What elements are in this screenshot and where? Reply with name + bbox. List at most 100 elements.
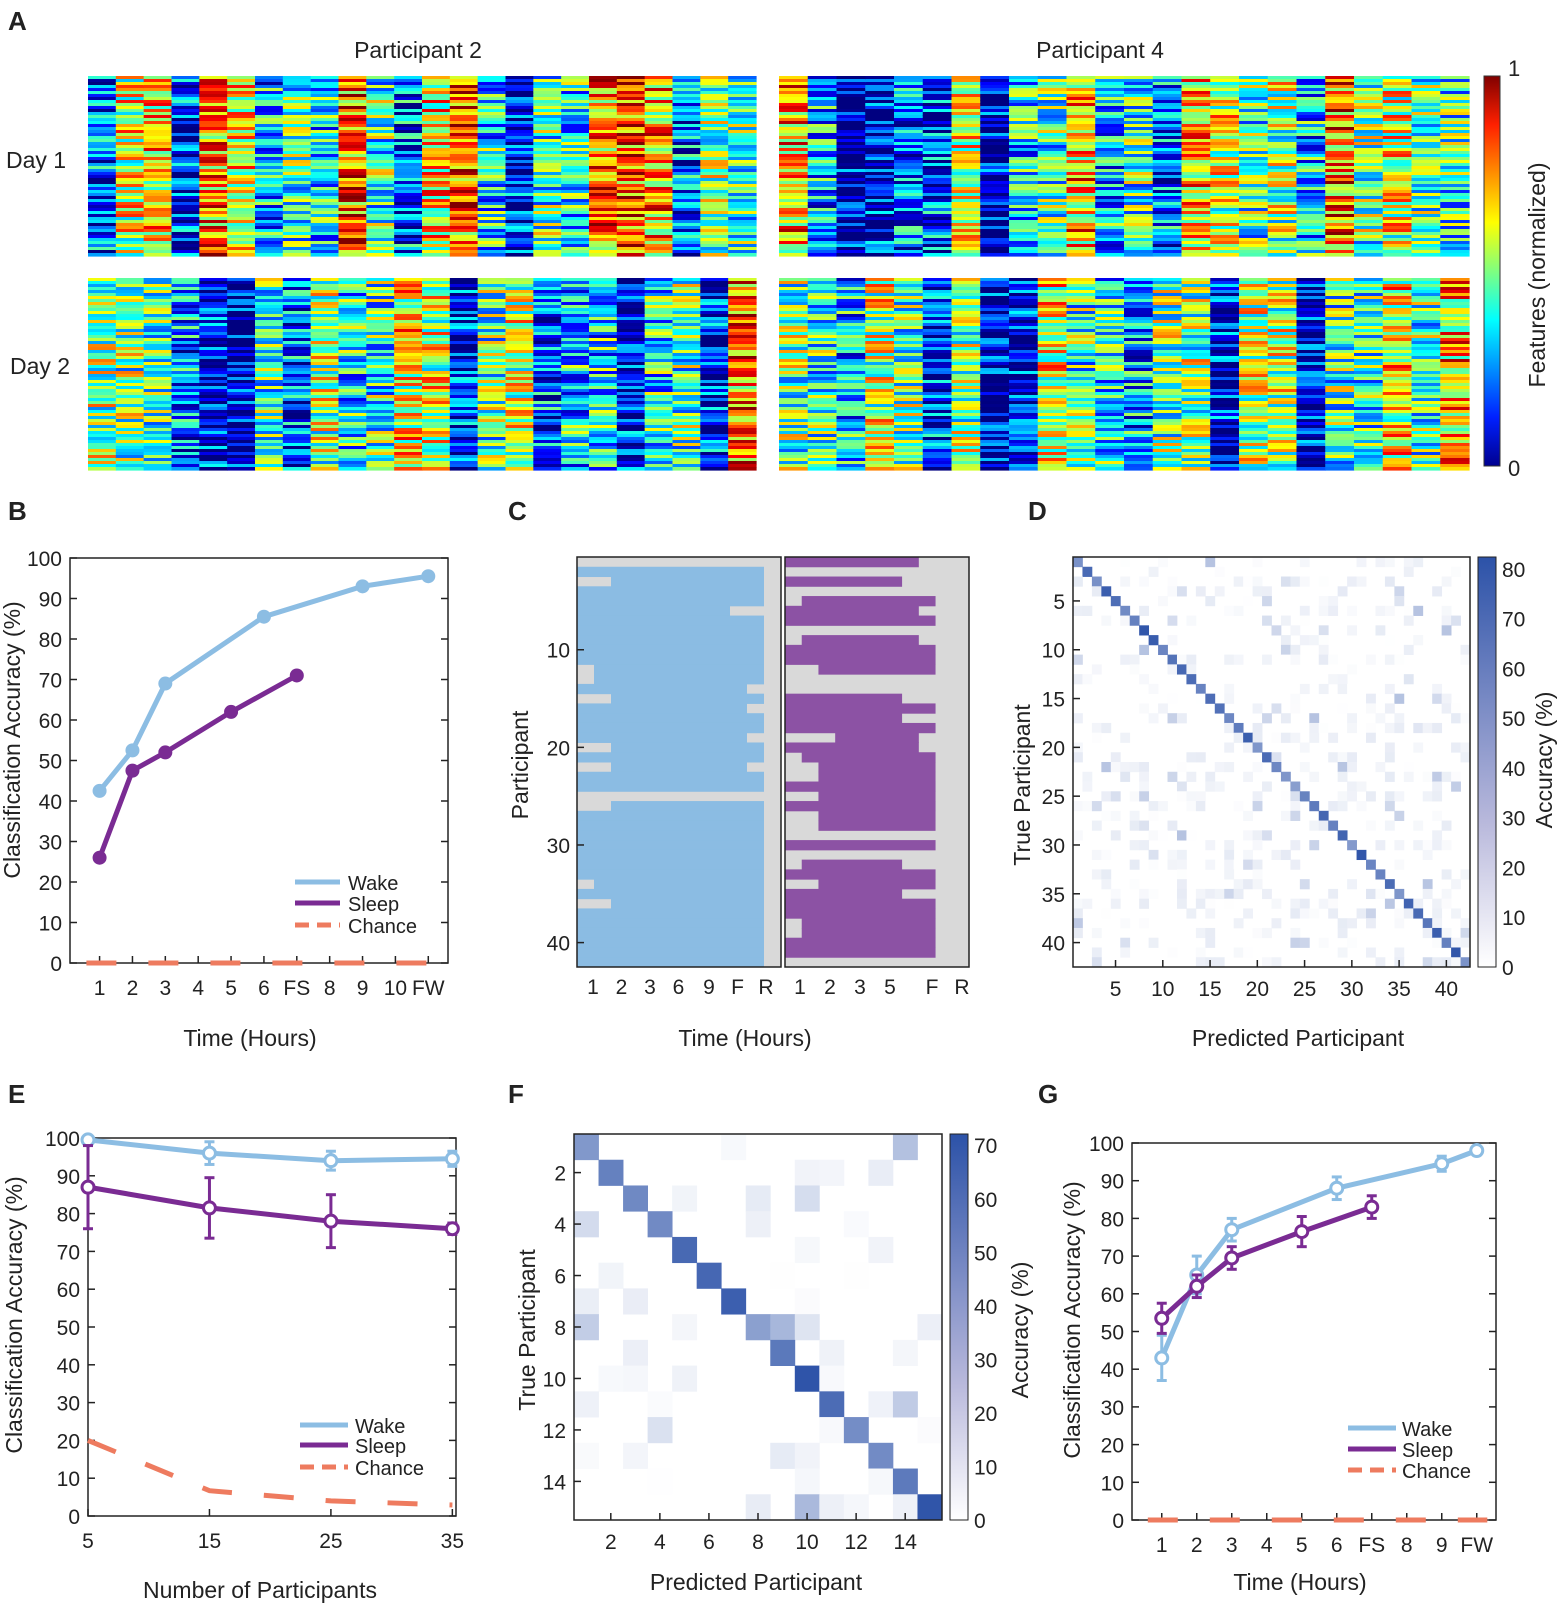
- heatmap-cell: [589, 94, 618, 98]
- heatmap-cell: [1325, 103, 1355, 107]
- heatmap-cell: [672, 244, 701, 248]
- heatmap-cell: [227, 425, 256, 429]
- heatmap-cell: [449, 151, 479, 155]
- heatmap-cell: [1009, 88, 1039, 92]
- heatmap-cell: [951, 196, 981, 200]
- heatmap-cell: [980, 437, 1010, 441]
- heatmap-cell: [199, 112, 228, 116]
- heatmap-cell: [227, 308, 256, 312]
- heatmap-cell: [561, 449, 590, 453]
- heatmap-cell: [143, 440, 173, 444]
- heatmap-cell: [449, 118, 479, 122]
- heatmap-cell: [865, 452, 895, 456]
- heatmap-cell: [199, 428, 228, 432]
- heatmap-cell: [700, 377, 729, 381]
- heatmap-cell: [199, 163, 228, 167]
- heatmap-cell: [449, 386, 479, 390]
- heatmap-cell: [836, 247, 866, 251]
- heatmap-cell: [561, 350, 590, 354]
- heatmap-cell: [115, 82, 145, 86]
- heatmap-cell: [644, 247, 674, 251]
- heatmap-cell: [1152, 220, 1183, 224]
- heatmap-cell: [894, 395, 924, 399]
- heatmap-cell: [1009, 287, 1039, 291]
- heatmap-cell: [255, 133, 284, 137]
- heatmap-cell: [533, 211, 562, 215]
- heatmap-cell: [1325, 106, 1355, 110]
- heatmap-cell: [255, 278, 284, 282]
- heatmap-cell: [1239, 133, 1269, 137]
- heatmap-cell: [561, 437, 590, 441]
- heatmap-cell: [980, 317, 1010, 321]
- heatmap-cell: [310, 85, 340, 89]
- heatmap-cell: [338, 229, 367, 233]
- heatmap-cell: [449, 422, 479, 426]
- heatmap-cell: [338, 302, 367, 306]
- heatmap-cell: [1325, 91, 1355, 95]
- heatmap-cell: [922, 299, 953, 303]
- heatmap-cell: [255, 392, 284, 396]
- heatmap-cell: [836, 115, 866, 119]
- heatmap-cell: [922, 124, 953, 128]
- heatmap-cell: [505, 202, 534, 206]
- heatmap-cell: [310, 467, 340, 471]
- heatmap-cell: [1124, 151, 1154, 155]
- heatmap-cell: [561, 118, 590, 122]
- heatmap-cell: [338, 362, 367, 366]
- heatmap-cell: [199, 214, 228, 218]
- heatmap-cell: [1152, 193, 1183, 197]
- heatmap-cell: [505, 461, 534, 465]
- heatmap-cell: [338, 398, 367, 402]
- heatmap-cell: [807, 395, 838, 399]
- heatmap-cell: [672, 284, 701, 288]
- heatmap-cell: [561, 290, 590, 294]
- heatmap-cell: [836, 413, 866, 417]
- heatmap-cell: [282, 464, 312, 468]
- heatmap-cell: [951, 332, 981, 336]
- heatmap-cell: [1325, 157, 1355, 161]
- heatmap-cell: [1325, 232, 1355, 236]
- heatmap-cell: [310, 121, 340, 125]
- heatmap-cell: [422, 172, 451, 176]
- heatmap-cell: [836, 326, 866, 330]
- heatmap-cell: [728, 211, 757, 215]
- heatmap-cell: [505, 356, 534, 360]
- heatmap-cell: [589, 419, 618, 423]
- heatmap-cell: [282, 365, 312, 369]
- heatmap-cell: [394, 109, 423, 113]
- heatmap-cell: [922, 293, 953, 297]
- heatmap-cell: [589, 314, 618, 318]
- heatmap-cell: [836, 350, 866, 354]
- heatmap-cell: [115, 106, 145, 110]
- heatmap-cell: [980, 250, 1010, 254]
- heatmap-cell: [728, 145, 757, 149]
- heatmap-cell: [143, 374, 173, 378]
- heatmap-cell: [922, 353, 953, 357]
- heatmap-cell: [199, 284, 228, 288]
- heatmap-cell: [951, 157, 981, 161]
- heatmap-cell: [589, 199, 618, 203]
- heatmap-cell: [700, 160, 729, 164]
- heatmap-cell: [1210, 253, 1240, 257]
- heatmap-cell: [505, 314, 534, 318]
- heatmap-cell: [1009, 229, 1039, 233]
- heatmap-cell: [865, 392, 895, 396]
- heatmap-cell: [199, 281, 228, 285]
- heatmap-cell: [449, 133, 479, 137]
- heatmap-cell: [338, 190, 367, 194]
- heatmap-cell: [865, 332, 895, 336]
- heatmap-cell: [561, 356, 590, 360]
- heatmap-cell: [227, 229, 256, 233]
- heatmap-cell: [366, 178, 395, 182]
- heatmap-cell: [700, 314, 729, 318]
- heatmap-cell: [533, 335, 562, 339]
- heatmap-cell: [616, 308, 646, 312]
- heatmap-cell: [338, 112, 367, 116]
- heatmap-cell: [644, 124, 674, 128]
- heatmap-cell: [1267, 142, 1298, 146]
- heatmap-cell: [477, 437, 507, 441]
- heatmap-cell: [922, 392, 953, 396]
- heatmap-cell: [394, 241, 423, 245]
- heatmap-cell: [1440, 211, 1470, 215]
- heatmap-cell: [115, 467, 145, 471]
